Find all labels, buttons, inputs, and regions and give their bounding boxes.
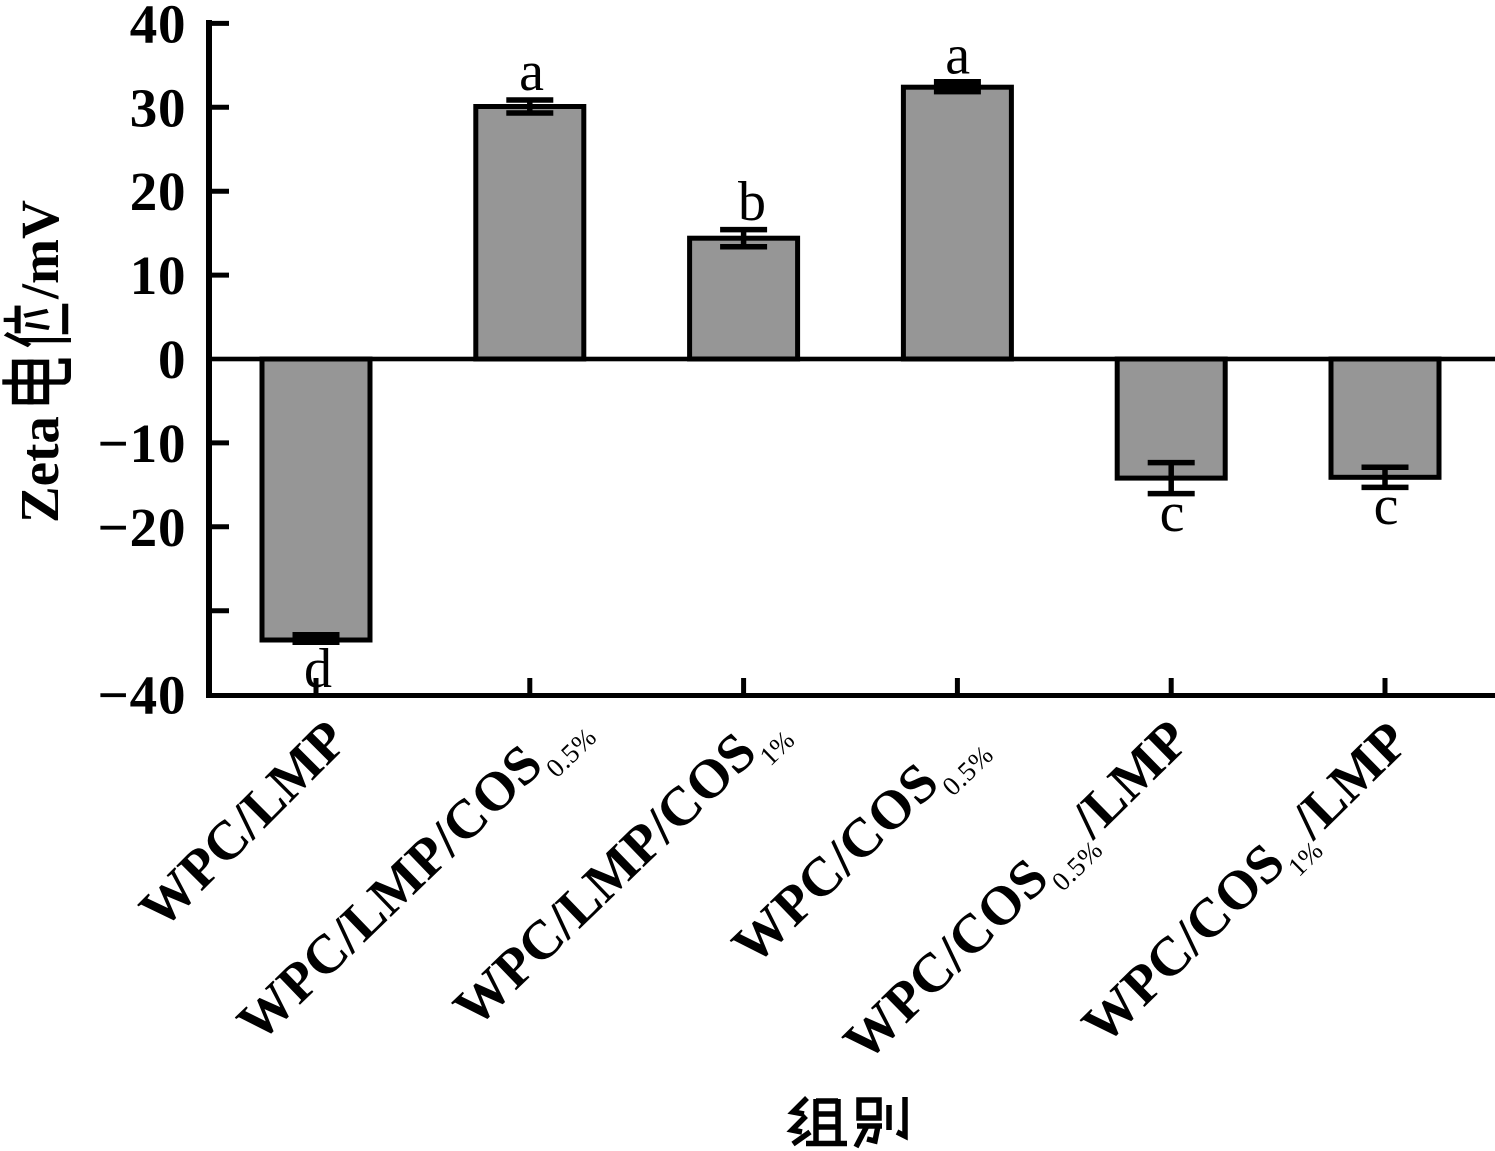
svg-text:d: d xyxy=(304,638,332,700)
svg-text:−40: −40 xyxy=(98,665,187,726)
svg-text:a: a xyxy=(945,25,970,87)
svg-text:20: 20 xyxy=(130,161,187,222)
svg-text:30: 30 xyxy=(130,77,187,138)
svg-text:0: 0 xyxy=(158,329,186,390)
svg-text:10: 10 xyxy=(130,245,187,306)
svg-text:c: c xyxy=(1160,482,1185,544)
svg-text:b: b xyxy=(738,171,766,233)
svg-text:/mV: /mV xyxy=(10,200,70,300)
svg-text:40: 40 xyxy=(130,0,187,54)
svg-text:−20: −20 xyxy=(98,497,187,558)
svg-text:c: c xyxy=(1374,475,1399,537)
svg-text:−10: −10 xyxy=(98,413,187,474)
svg-text:Zeta: Zeta xyxy=(9,416,70,523)
svg-text:a: a xyxy=(519,41,544,103)
